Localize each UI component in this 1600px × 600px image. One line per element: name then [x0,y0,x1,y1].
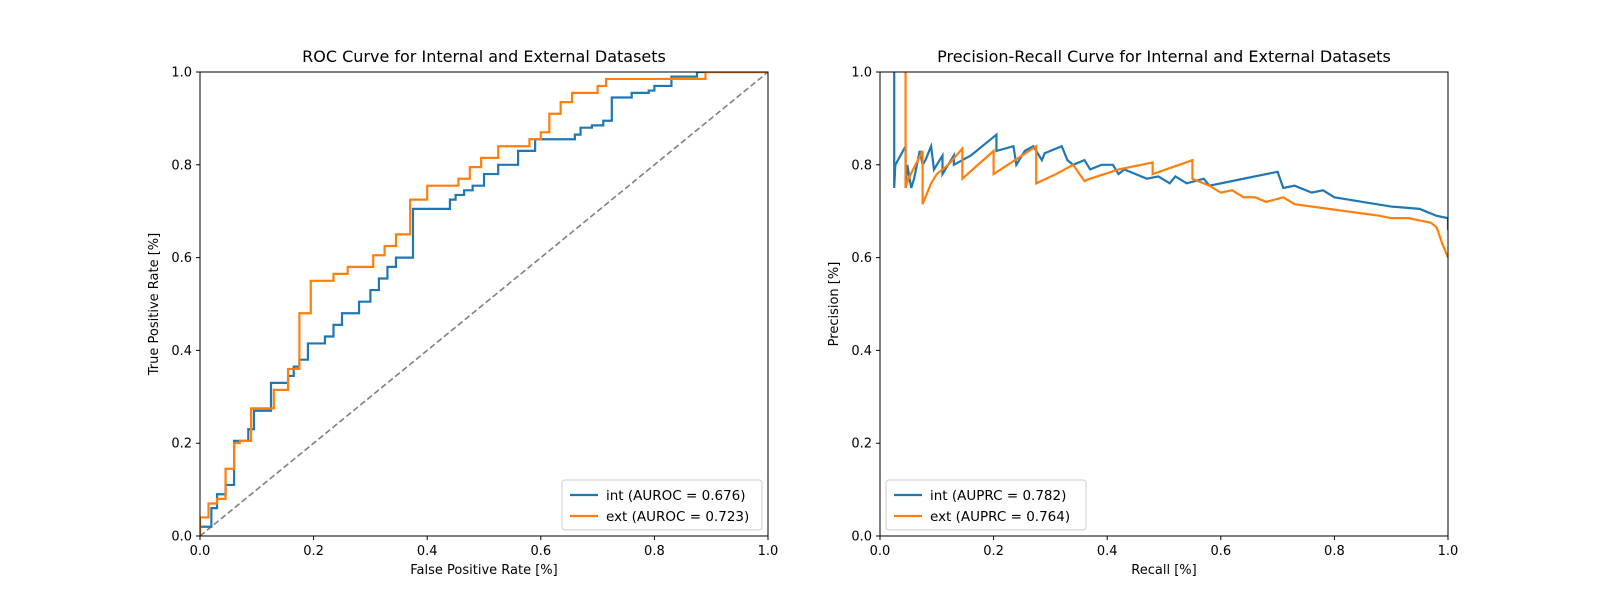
pr-y-tick-label: 0.0 [851,530,872,545]
roc-chance-line [200,72,768,536]
pr-y-axis-label: Precision [%] [827,262,842,347]
roc-y-axis-label: True Positive Rate [%] [147,233,162,376]
roc-plot-area [200,72,768,536]
pr-y-tick-label: 0.4 [851,344,872,359]
roc-x-tick-label: 1.0 [758,544,779,559]
roc-y-tick-label: 0.8 [171,158,192,173]
roc-x-tick-label: 0.2 [303,544,324,559]
pr-legend: int (AUPRC = 0.782) ext (AUPRC = 0.764) [885,479,1087,531]
roc-chart-title: ROC Curve for Internal and External Data… [302,47,666,66]
pr-y-tick-label: 0.8 [851,158,872,173]
pr-series-line-ext [904,72,1448,259]
pr-x-tick-label: 1.0 [1438,544,1459,559]
roc-y-tick-label: 1.0 [171,66,192,81]
pr-x-tick-label: 0.0 [870,544,891,559]
roc-x-tick-label: 0.6 [530,544,551,559]
pr-legend-label-int: int (AUPRC = 0.782) [930,488,1066,504]
precision-recall-chart: Precision-Recall Curve for Internal and … [827,47,1458,578]
roc-y-tick-label: 0.6 [171,251,192,266]
pr-axes-frame [879,71,1449,537]
roc-series-line-ext [200,72,768,536]
roc-legend-label-ext: ext (AUROC = 0.723) [606,509,749,525]
pr-legend-label-ext: ext (AUPRC = 0.764) [930,509,1070,525]
roc-chart: ROC Curve for Internal and External Data… [147,47,778,578]
pr-x-tick-label: 0.4 [1097,544,1118,559]
pr-x-tick-label: 0.8 [1324,544,1345,559]
roc-x-tick-label: 0.4 [417,544,438,559]
roc-legend: int (AUROC = 0.676) ext (AUROC = 0.723) [561,479,763,531]
roc-x-tick-label: 0.8 [644,544,665,559]
roc-axes-frame [199,71,769,537]
pr-y-tick-label: 0.2 [851,437,872,452]
roc-y-tick-label: 0.4 [171,344,192,359]
pr-series-line-int [893,72,1448,230]
roc-y-tick-label: 0.0 [171,530,192,545]
roc-x-axis-label: False Positive Rate [%] [410,563,557,578]
pr-y-tick-label: 1.0 [851,66,872,81]
roc-x-tick-label: 0.0 [190,544,211,559]
roc-legend-box [561,479,763,531]
roc-y-tick-label: 0.2 [171,437,192,452]
pr-x-tick-label: 0.6 [1210,544,1231,559]
pr-legend-box [885,479,1087,531]
pr-x-tick-label: 0.2 [983,544,1004,559]
roc-legend-label-int: int (AUROC = 0.676) [606,488,746,504]
pr-chart-title: Precision-Recall Curve for Internal and … [937,47,1391,66]
roc-series-line-int [200,72,768,536]
pr-x-axis-label: Recall [%] [1131,563,1196,578]
pr-plot-area [893,72,1448,259]
pr-y-tick-label: 0.6 [851,251,872,266]
